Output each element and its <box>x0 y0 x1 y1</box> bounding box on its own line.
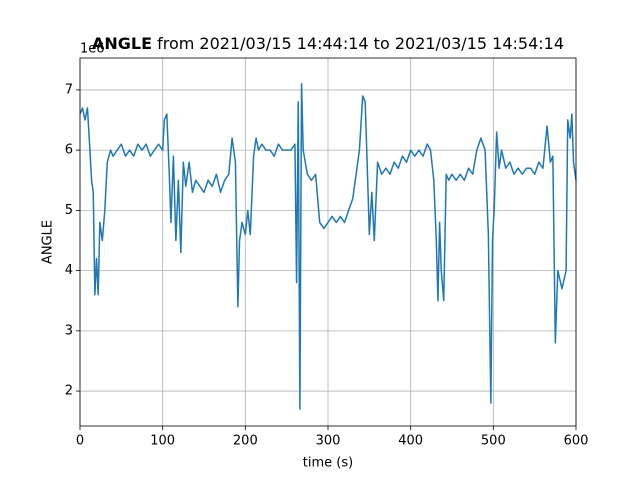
x-tick-label: 600 <box>564 434 589 449</box>
chart-title-rest: from 2021/03/15 14:44:14 to 2021/03/15 1… <box>157 34 564 53</box>
x-tick-label: 300 <box>316 434 341 449</box>
x-axis-label: time (s) <box>303 456 353 471</box>
plot-frame <box>79 57 577 427</box>
offset-text: 1e6 <box>80 42 105 57</box>
y-tick-label: 2 <box>65 384 73 399</box>
y-tick-label: 7 <box>65 82 73 97</box>
chart-title-bold: ANGLE <box>92 34 152 53</box>
x-tick-label: 0 <box>76 434 84 449</box>
chart-title: ANGLE from 2021/03/15 14:44:14 to 2021/0… <box>92 34 564 53</box>
x-tick-label: 200 <box>233 434 258 449</box>
y-tick-label: 4 <box>65 263 73 278</box>
x-tick-label: 500 <box>481 434 506 449</box>
y-tick-label: 3 <box>65 323 73 338</box>
y-tick-label: 6 <box>65 143 73 158</box>
data-line <box>79 83 577 410</box>
x-tick-label: 400 <box>398 434 423 449</box>
x-tick-label: 100 <box>150 434 175 449</box>
y-tick-label: 5 <box>65 203 73 218</box>
y-axis-label: ANGLE <box>41 220 56 264</box>
